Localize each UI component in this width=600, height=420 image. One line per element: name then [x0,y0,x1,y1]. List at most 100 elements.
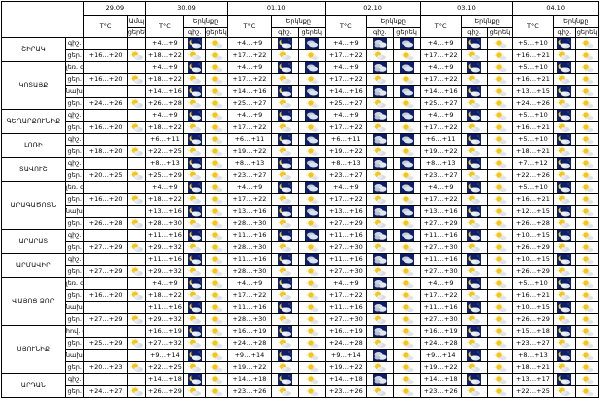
temp-value: +19…+22 [419,145,462,158]
sun-cloud-icon [400,146,414,157]
weather-icon-cell [365,205,394,218]
weather-icon-cell [460,109,488,122]
temp-value: +23…+27 [324,169,367,182]
temp-value: +5…+10 [512,181,554,194]
temp-value [83,325,128,338]
date-header: 29.09 [83,1,147,16]
weather-icon-cell [460,217,488,230]
temp-value: +17…+22 [226,49,273,62]
weather-icon-cell [575,277,599,290]
weather-icon-cell [205,157,228,170]
night-cloud-icon [467,350,482,361]
weather-icon-cell [365,157,394,170]
night-cloud-icon [187,134,202,145]
weather-icon-cell [297,193,326,206]
sun-cloud-icon [373,338,387,349]
weather-icon-cell [460,169,488,182]
night-cloud-icon [467,38,482,49]
sun-cloud-icon [580,374,594,385]
temp-value: +4…+9 [145,181,185,194]
sun-cloud-icon [493,122,507,133]
temp-header: T°C [226,15,273,38]
weather-icon-cell [365,109,394,122]
temp-value: +18…+22 [145,73,185,86]
weather-icon-cell [183,61,207,74]
weather-icon-cell [205,37,228,50]
temp-value: +17…+22 [419,121,462,134]
sun-cloud-icon [188,386,202,397]
night-cloud-icon [304,38,319,49]
weather-icon-cell [126,373,147,386]
temp-value: +5…+10 [512,277,554,290]
weather-icon-cell [392,325,421,338]
temp-value: +14…+18 [419,373,462,386]
night-cloud-icon [372,302,387,313]
daypart-label: գիշ. [64,37,85,50]
temp-header: T°C [83,15,128,38]
daypart-label: ցեր. [64,97,85,110]
sun-cloud-icon [400,278,414,289]
sun-cloud-icon [580,74,594,85]
weather-icon-cell [552,229,577,242]
night-cloud-icon [372,206,387,217]
table-row: ցեր. +24…+26 +26…+28 +25…+27 +25…+27 +25…+27 +… [2,97,599,110]
weather-icon-cell [486,289,514,302]
temp-value: +18…+22 [145,193,185,206]
temp-value: +13…+16 [145,205,185,218]
night-cloud-icon [467,302,482,313]
temp-value: +28…+30 [226,241,273,254]
temp-value: +23…+27 [419,169,462,182]
temp-value: +8…+13 [145,157,185,170]
temp-value: +25…+29 [83,337,128,350]
sun-cloud-icon [580,254,594,265]
weather-icon-cell [297,349,326,362]
sun-cloud-icon [467,146,481,157]
temp-value [83,37,128,50]
sun-cloud-icon [580,278,594,289]
weather-icon-cell [297,181,326,194]
daypart-label: ցեր. [64,337,85,350]
sun-cloud-icon [557,314,571,325]
sun-cloud-icon [209,242,223,253]
temp-value: +19…+22 [324,361,367,374]
weather-icon-cell [460,349,488,362]
temp-value: +4…+9 [324,37,367,50]
weather-icon-cell [486,385,514,398]
weather-icon-cell [126,145,147,158]
night-cloud-icon [467,134,482,145]
weather-icon-cell [460,157,488,170]
temp-value: +26…+28 [145,97,185,110]
night-cloud-icon [304,206,319,217]
weather-icon-cell [392,205,421,218]
weather-icon-cell [271,85,299,98]
weather-icon-cell [126,325,147,338]
weather-icon-cell [183,145,207,158]
weather-icon-cell [552,49,577,62]
sun-cloud-icon [373,146,387,157]
weather-icon-cell [126,97,147,110]
sun-cloud-icon [278,362,292,373]
sun-cloud-icon [467,386,481,397]
temp-value: +10…+15 [512,229,554,242]
night-cloud-icon [304,230,319,241]
sun-cloud-icon [188,338,202,349]
weather-icon-cell [460,289,488,302]
weather-icon-cell [183,277,207,290]
weather-icon-cell [460,325,488,338]
weather-icon-cell [126,229,147,242]
weather-icon-cell [126,241,147,254]
weather-icon-cell [486,229,514,242]
sun-cloud-icon [580,146,594,157]
temp-value: +5…+10 [512,61,554,74]
night-cloud-icon [467,230,482,241]
temp-value: +17…+22 [419,73,462,86]
night-cloud-icon [187,62,202,73]
weather-icon-cell [392,73,421,86]
temp-value: +14…+18 [324,373,367,386]
weather-icon-cell [183,301,207,314]
temp-value [83,301,128,314]
sun-cloud-icon [400,374,414,385]
weather-icon-cell [552,337,577,350]
weather-icon-cell [392,169,421,182]
sun-cloud-icon [467,74,481,85]
